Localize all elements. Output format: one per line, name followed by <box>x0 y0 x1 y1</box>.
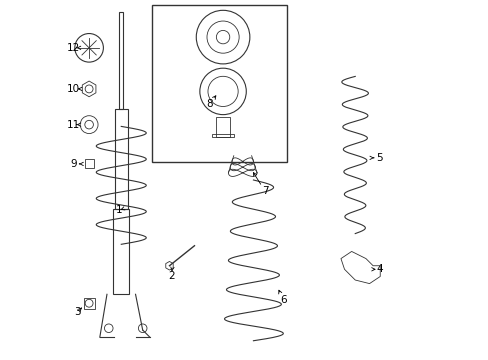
Text: 8: 8 <box>206 99 212 109</box>
Text: 6: 6 <box>279 295 286 305</box>
Text: 1: 1 <box>115 205 122 215</box>
Text: 9: 9 <box>70 159 77 169</box>
Bar <box>151 5 287 162</box>
Text: 2: 2 <box>167 271 174 281</box>
Text: 3: 3 <box>74 307 81 317</box>
Text: 11: 11 <box>67 120 80 130</box>
Text: 12: 12 <box>67 43 80 53</box>
Bar <box>212 134 233 137</box>
Text: 4: 4 <box>375 264 382 274</box>
Polygon shape <box>165 261 173 270</box>
Text: 5: 5 <box>375 153 382 163</box>
Bar <box>216 117 230 137</box>
Text: 7: 7 <box>262 186 268 197</box>
Text: 10: 10 <box>67 84 80 94</box>
